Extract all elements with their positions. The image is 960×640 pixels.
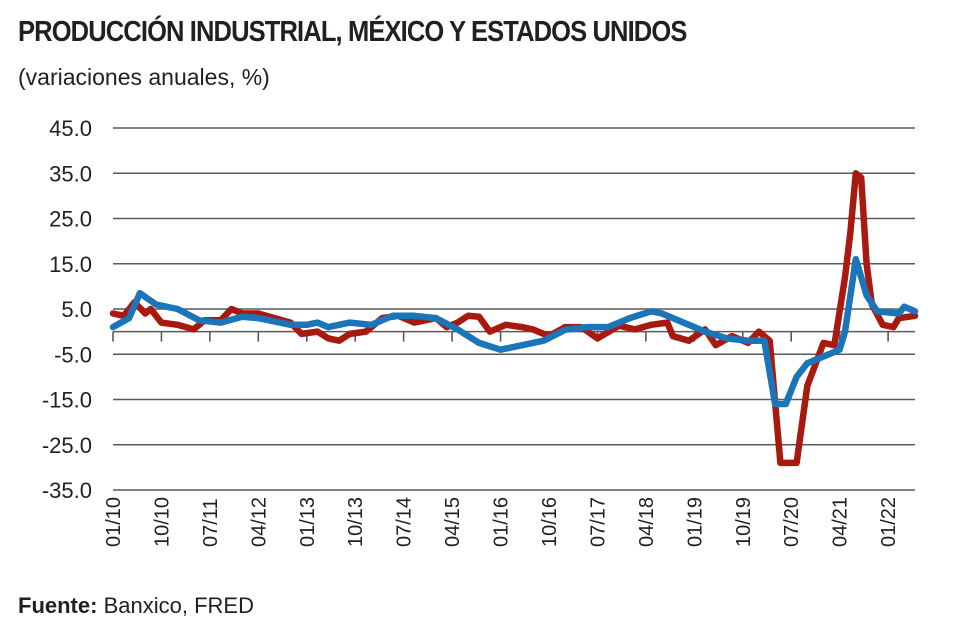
x-tick-label: 07/20 [781,497,803,547]
x-tick-label: 04/21 [830,497,852,547]
x-tick-label: 01/16 [491,497,513,547]
chart-subtitle: (variaciones anuales, %) [18,64,270,90]
x-tick-label: 04/15 [442,497,464,547]
x-tick-label: 04/18 [636,497,658,547]
x-tick-label: 10/10 [151,497,173,547]
series-line-mexico [109,170,919,467]
x-tick-label: 10/19 [733,497,755,547]
x-tick-label: 01/13 [297,497,319,547]
y-tick-label: -15.0 [42,388,92,413]
x-tick-label: 07/14 [394,497,416,547]
x-tick-label: 07/11 [200,498,222,547]
series-line-usa [109,255,919,408]
x-axis-ticks: 01/10 10/10 07/11 04/12 01/13 10/13 07/14 04/15… [103,497,900,547]
x-tick-label: 10/13 [345,497,367,547]
y-tick-label: 45.0 [49,116,92,141]
x-tick-label: 01/22 [878,497,900,547]
y-tick-label: -25.0 [42,433,92,458]
y-tick-label: 5.0 [61,297,92,322]
series-lines [109,170,919,467]
x-tick-label: 01/19 [684,497,706,547]
y-tick-label: 25.0 [49,207,92,232]
x-tick-label: 07/17 [587,497,609,547]
y-tick-label: 35.0 [49,161,92,186]
y-axis-ticks: 45.0 35.0 25.0 15.0 5.0 -5.0 -15.0 -25.0 -35.0 [42,116,92,503]
x-tick-label: 01/10 [103,497,125,547]
source-text: Banxico, FRED [103,593,254,618]
chart-title: PRODUCCIÓN INDUSTRIAL, MÉXICO Y ESTADOS … [18,16,687,48]
y-tick-label: -5.0 [54,342,92,367]
y-tick-label: -35.0 [42,478,92,503]
x-axis [112,330,915,342]
x-tick-label: 04/12 [248,497,270,547]
source-label: Fuente: [18,593,98,618]
x-tick-label: 10/16 [539,497,561,547]
y-tick-label: 15.0 [49,252,92,277]
source-note: Fuente: Banxico, FRED [18,593,254,619]
